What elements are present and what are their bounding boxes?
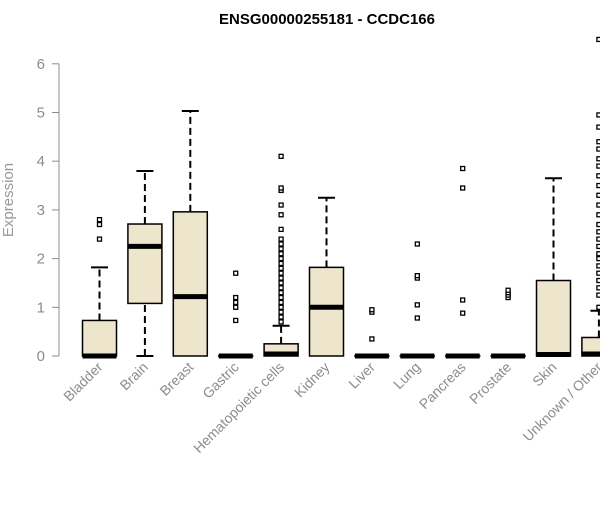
- box-unknown-other: [582, 37, 600, 356]
- outlier-point: [461, 311, 465, 315]
- x-category-label: Brain: [117, 359, 151, 393]
- outlier-point: [279, 291, 283, 295]
- x-category-label: Hematopoietic cells: [190, 359, 287, 456]
- outlier-point: [279, 237, 283, 241]
- x-category-label: Unknown / Other: [519, 359, 600, 445]
- outlier-point: [279, 154, 283, 158]
- outlier-point: [98, 223, 102, 227]
- outlier-point: [279, 300, 283, 304]
- outlier-point: [279, 315, 283, 319]
- outlier-point: [279, 310, 283, 314]
- x-category-label: Gastric: [199, 359, 242, 402]
- outlier-point: [506, 288, 510, 292]
- outlier-point: [234, 318, 238, 322]
- outlier-point: [415, 303, 419, 307]
- outlier-point: [279, 227, 283, 231]
- outlier-point: [415, 274, 419, 278]
- outlier-point: [98, 218, 102, 222]
- x-category-label: Liver: [345, 359, 378, 392]
- box-hematopoietic-cells: [264, 154, 298, 356]
- outlier-point: [279, 257, 283, 261]
- y-tick-label: 1: [37, 299, 45, 316]
- box-brain: [128, 171, 162, 356]
- outlier-point: [415, 242, 419, 246]
- outlier-point: [461, 167, 465, 171]
- outlier-point: [234, 300, 238, 304]
- outlier-point: [461, 298, 465, 302]
- outlier-point: [370, 308, 374, 312]
- x-category-label: Skin: [529, 359, 560, 390]
- outlier-point: [279, 261, 283, 265]
- outlier-point: [279, 252, 283, 256]
- y-axis: 0 1 2 3 4 5 6: [37, 56, 59, 365]
- x-category-label: Kidney: [291, 359, 333, 401]
- outlier-point: [279, 213, 283, 217]
- outlier-point: [234, 305, 238, 309]
- outlier-point: [279, 281, 283, 285]
- box-rect: [537, 281, 571, 356]
- outlier-point: [279, 271, 283, 275]
- box-lung: [400, 242, 434, 356]
- outlier-point: [98, 237, 102, 241]
- y-axis-label: Expression: [0, 163, 17, 237]
- outlier-point: [415, 316, 419, 320]
- y-tick-label: 4: [37, 153, 45, 170]
- y-tick-label: 0: [37, 348, 45, 365]
- outlier-point: [279, 296, 283, 300]
- x-category-label: Lung: [390, 359, 423, 392]
- box-prostate: [491, 288, 525, 356]
- box-breast: [173, 111, 207, 356]
- x-category-label: Breast: [156, 359, 196, 399]
- outlier-point: [279, 242, 283, 246]
- box-skin: [537, 178, 571, 356]
- outlier-point: [370, 337, 374, 341]
- outlier-point: [234, 296, 238, 300]
- y-tick-label: 5: [37, 105, 45, 122]
- box-kidney: [310, 198, 344, 356]
- outlier-point: [279, 286, 283, 290]
- outlier-point: [461, 186, 465, 190]
- chart-title: ENSG00000255181 - CCDC166: [219, 11, 435, 28]
- outlier-point: [279, 266, 283, 270]
- box-bladder: [83, 218, 117, 356]
- box-pancreas: [446, 167, 480, 357]
- outlier-point: [279, 305, 283, 309]
- outlier-point: [234, 271, 238, 275]
- y-tick-label: 6: [37, 56, 45, 73]
- x-category-label: Prostate: [466, 359, 514, 407]
- box-rect: [83, 320, 117, 356]
- boxes-group: [83, 37, 600, 356]
- box-gastric: [219, 271, 253, 356]
- x-category-label: Pancreas: [416, 359, 469, 412]
- box-liver: [355, 308, 389, 356]
- outlier-point: [279, 203, 283, 207]
- box-rect: [310, 267, 344, 356]
- outlier-point: [279, 276, 283, 280]
- y-tick-label: 2: [37, 251, 45, 268]
- outlier-point: [279, 186, 283, 190]
- outlier-point: [279, 247, 283, 251]
- x-category-label: Bladder: [60, 359, 106, 405]
- outlier-point: [279, 320, 283, 324]
- box-rect: [128, 224, 162, 303]
- box-rect: [173, 212, 207, 356]
- y-tick-label: 3: [37, 202, 45, 219]
